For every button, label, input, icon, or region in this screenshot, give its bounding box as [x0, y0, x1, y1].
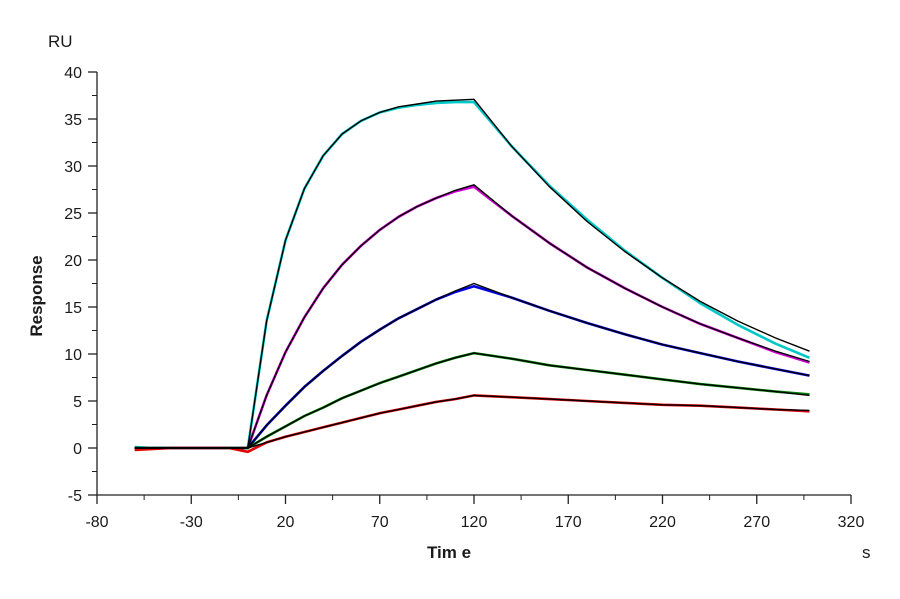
y-tick-label: 35	[64, 112, 82, 129]
plot-area	[134, 98, 810, 454]
y-axis-label: Response	[27, 255, 46, 336]
data-series-3	[134, 284, 810, 450]
y-tick-label: 40	[64, 65, 82, 82]
fit-curve-4	[134, 352, 810, 449]
y-tick-label: 30	[64, 159, 82, 176]
y-tick-label: -5	[68, 488, 82, 505]
y-tick-label: 15	[64, 300, 82, 317]
x-tick-label: 120	[461, 514, 488, 531]
x-tick-label: 170	[555, 514, 582, 531]
x-tick-label: 20	[277, 514, 295, 531]
x-unit-label: s	[862, 543, 871, 562]
x-tick-label: 270	[743, 514, 770, 531]
data-series-2	[134, 185, 810, 451]
y-unit-label: RU	[48, 32, 73, 51]
x-tick-label: -30	[180, 514, 203, 531]
x-tick-label: 70	[371, 514, 389, 531]
data-series-5	[134, 394, 810, 454]
x-tick-label: 220	[649, 514, 676, 531]
data-series-4	[134, 351, 810, 450]
x-axis-label: Tim e	[427, 543, 471, 562]
y-tick-label: 0	[73, 441, 82, 458]
y-tick-label: 5	[73, 394, 82, 411]
axes: -80 -30 20 70 120 170 220 270 320 -5 0 5 10 15 20 25 30 3…	[64, 65, 864, 531]
y-tick-label: 10	[64, 347, 82, 364]
y-tick-label: 25	[64, 206, 82, 223]
x-tick-label: -80	[85, 514, 108, 531]
y-tick-label: 20	[64, 253, 82, 270]
x-tick-label: 320	[838, 514, 865, 531]
fit-curve-5	[134, 394, 810, 449]
fit-curve-2	[134, 184, 810, 449]
